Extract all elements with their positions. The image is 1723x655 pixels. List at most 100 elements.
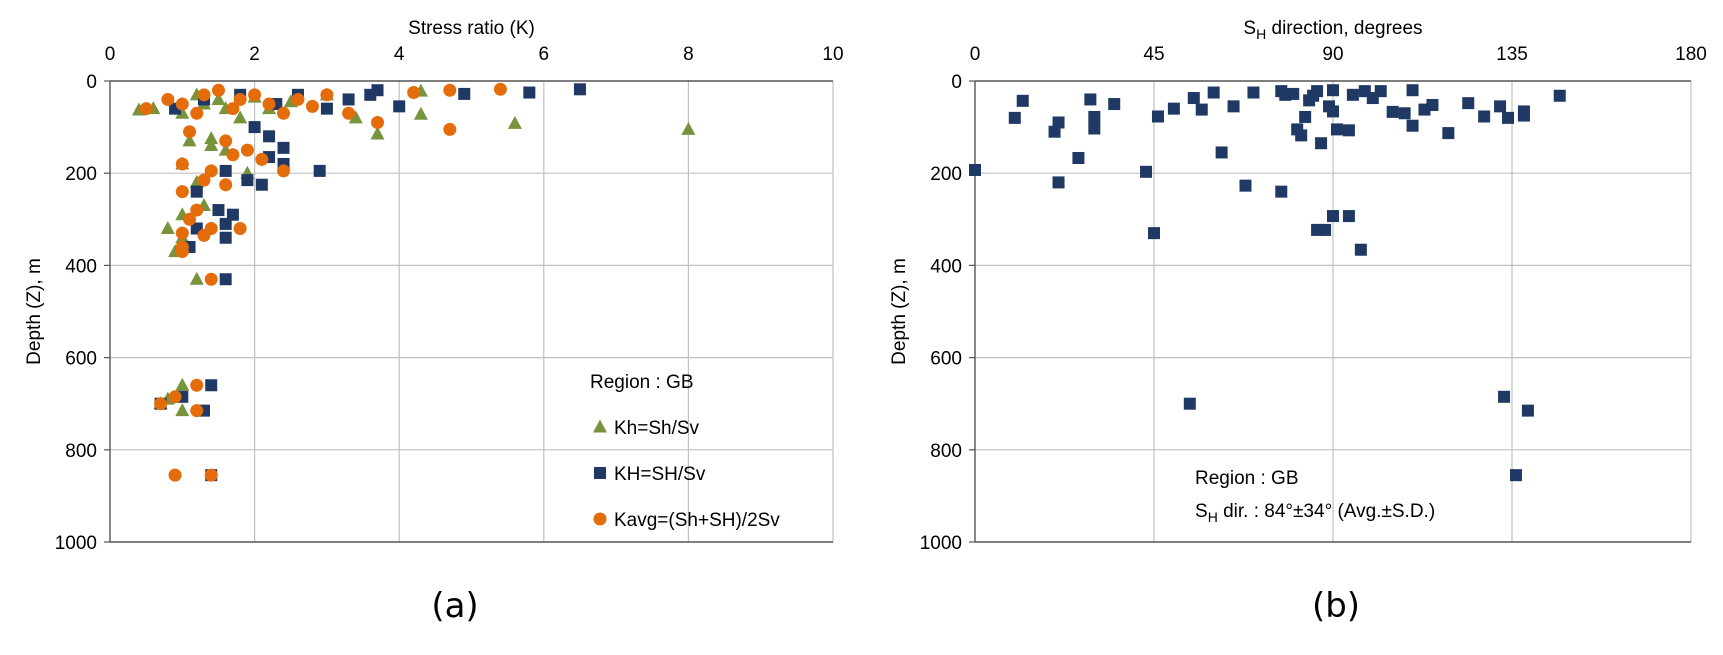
- data-point: [175, 97, 189, 111]
- data-point: [1247, 86, 1260, 99]
- data-point: [197, 173, 211, 187]
- data-point: [1426, 98, 1439, 111]
- data-point: [1478, 110, 1491, 123]
- data-point: [1502, 111, 1515, 124]
- data-point: [1494, 100, 1507, 113]
- data-point: [969, 163, 981, 176]
- data-point: [1521, 404, 1534, 417]
- series-1: [131, 83, 696, 417]
- data-point: [233, 110, 248, 124]
- data-point: [248, 121, 261, 134]
- data-point: [204, 272, 218, 286]
- legend: Region : GB Kh=Sh/Sv KH=SH/Sv Kavg=(Sh+SH)/…: [590, 372, 780, 531]
- data-point: [197, 88, 211, 102]
- data-point: [1346, 88, 1359, 101]
- x-tick-label: 0: [105, 44, 116, 65]
- y-tick-label: 0: [86, 72, 97, 93]
- legend-label: Kavg=(Sh+SH)/2Sv: [614, 510, 780, 531]
- data-point: [211, 83, 225, 97]
- data-point: [175, 403, 190, 417]
- data-point: [1374, 85, 1387, 98]
- x-tick-label: 45: [1143, 44, 1164, 65]
- data-point: [219, 217, 232, 230]
- data-point: [305, 99, 319, 113]
- data-point: [1088, 122, 1101, 135]
- data-point: [189, 271, 204, 285]
- data-point: [219, 231, 232, 244]
- data-point: [139, 102, 153, 116]
- legend-label: Kh=Sh/Sv: [614, 418, 700, 439]
- data-point: [1342, 124, 1355, 137]
- data-point: [1275, 185, 1288, 198]
- data-point: [168, 468, 182, 482]
- data-point: [1140, 165, 1153, 178]
- data-point: [1327, 84, 1339, 97]
- data-point: [443, 83, 457, 97]
- data-point: [197, 228, 211, 242]
- data-point: [1299, 110, 1312, 123]
- data-point: [190, 203, 204, 217]
- data-point: [190, 185, 203, 198]
- data-point: [255, 178, 268, 191]
- y-tick-label: 200: [65, 164, 97, 185]
- data-point: [1498, 390, 1511, 403]
- legend-title: Region : GB: [590, 372, 694, 393]
- x-tick-label: 135: [1496, 44, 1528, 65]
- data-point: [168, 390, 182, 404]
- data-point: [1016, 94, 1029, 107]
- data-point: [240, 143, 254, 157]
- x-tick-label: 10: [822, 44, 843, 65]
- data-point: [1052, 116, 1065, 129]
- legend-label: KH=SH/Sv: [614, 464, 706, 485]
- x-tick-label: 8: [683, 44, 694, 65]
- data-point: [1151, 110, 1164, 123]
- data-point: [1108, 98, 1121, 111]
- y-tick-label: 0: [951, 72, 962, 93]
- data-point: [175, 157, 189, 171]
- data-point: [370, 126, 385, 140]
- y-tick-label: 800: [65, 441, 97, 462]
- data-point: [1311, 223, 1324, 236]
- data-point: [226, 102, 240, 116]
- annotation-region: Region : GB: [1195, 468, 1299, 489]
- data-point: [1183, 397, 1196, 410]
- data-point: [1287, 87, 1300, 100]
- x-tick-label: 180: [1675, 44, 1707, 65]
- data-point: [161, 92, 175, 106]
- x-tick-label: 4: [394, 44, 405, 65]
- data-point: [248, 88, 262, 102]
- data-point: [183, 212, 197, 226]
- y-tick-label: 600: [65, 349, 97, 370]
- data-point: [204, 131, 219, 145]
- data-point: [1311, 85, 1324, 98]
- x-tick-label: 0: [970, 44, 981, 65]
- data-point: [277, 164, 291, 178]
- data-point: [204, 138, 219, 152]
- data-point: [263, 130, 276, 143]
- data-point: [1008, 111, 1021, 124]
- data-point: [371, 115, 385, 129]
- y-axis-title: Depth (Z), m: [889, 258, 910, 365]
- data-point: [320, 102, 333, 115]
- data-point: [458, 87, 471, 100]
- data-point: [523, 86, 536, 99]
- data-point: [1406, 119, 1419, 132]
- data-point: [175, 226, 189, 240]
- data-point: [1072, 151, 1085, 164]
- panel-label: (b): [1312, 586, 1360, 626]
- series-1: [969, 84, 1566, 482]
- data-point: [1553, 89, 1566, 102]
- legend-marker: [594, 467, 606, 479]
- data-point: [226, 208, 239, 221]
- data-point: [1342, 210, 1355, 223]
- x-axis-title: SH direction, degrees: [1243, 18, 1422, 42]
- legend-marker: [593, 512, 607, 526]
- data-point: [1084, 93, 1097, 106]
- data-point: [241, 174, 254, 187]
- data-point: [175, 185, 189, 199]
- data-point: [443, 122, 457, 136]
- y-tick-label: 1000: [920, 533, 962, 554]
- y-tick-label: 800: [930, 441, 962, 462]
